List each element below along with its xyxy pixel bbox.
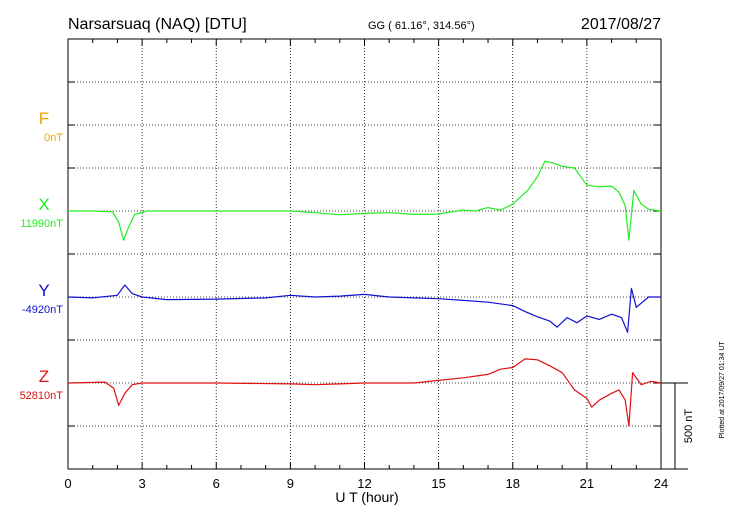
axis-ticks [67, 39, 662, 469]
component-labels: F 0nT X 11990nT Y -4920nT Z 52810nT [20, 109, 64, 402]
date-label: 2017/08/27 [581, 16, 661, 33]
x-tick-label: 9 [287, 476, 294, 491]
x-tick-label: 3 [139, 476, 146, 491]
component-letter: Y [38, 281, 49, 300]
x-tick-label: 18 [506, 476, 520, 491]
series-line-y [67, 284, 661, 333]
x-tick-label: 6 [213, 476, 220, 491]
plotted-timestamp: Plotted at 2017/09/27 01:34 UT [719, 341, 726, 439]
component-letter: X [38, 195, 49, 214]
station-title: Narsarsuaq (NAQ) [DTU] [68, 16, 247, 33]
component-baseline: 11990nT [20, 218, 63, 230]
scale-bar: 500 nT [661, 382, 695, 470]
component-baseline: 52810nT [20, 390, 64, 402]
component-letter: F [39, 109, 49, 128]
x-tick-label: 0 [64, 476, 71, 491]
data-series [67, 160, 662, 427]
x-tick-label: 21 [580, 476, 594, 491]
x-tick-label: 24 [654, 476, 668, 491]
component-baseline: -4920nT [22, 304, 63, 316]
x-axis-label: U T (hour) [335, 489, 398, 505]
scale-bar-label: 500 nT [683, 409, 695, 444]
x-tick-labels: 0 3 6 9 12 15 18 21 24 [64, 476, 668, 491]
x-tick-label: 15 [431, 476, 445, 491]
geographic-coordinates: GG ( 61.16°, 314.56°) [368, 20, 475, 32]
series-line-z [67, 358, 662, 427]
component-letter: Z [39, 367, 49, 386]
series-line-x [68, 160, 662, 241]
component-baseline: 0nT [44, 132, 63, 144]
x-tick-label: 12 [357, 476, 371, 491]
